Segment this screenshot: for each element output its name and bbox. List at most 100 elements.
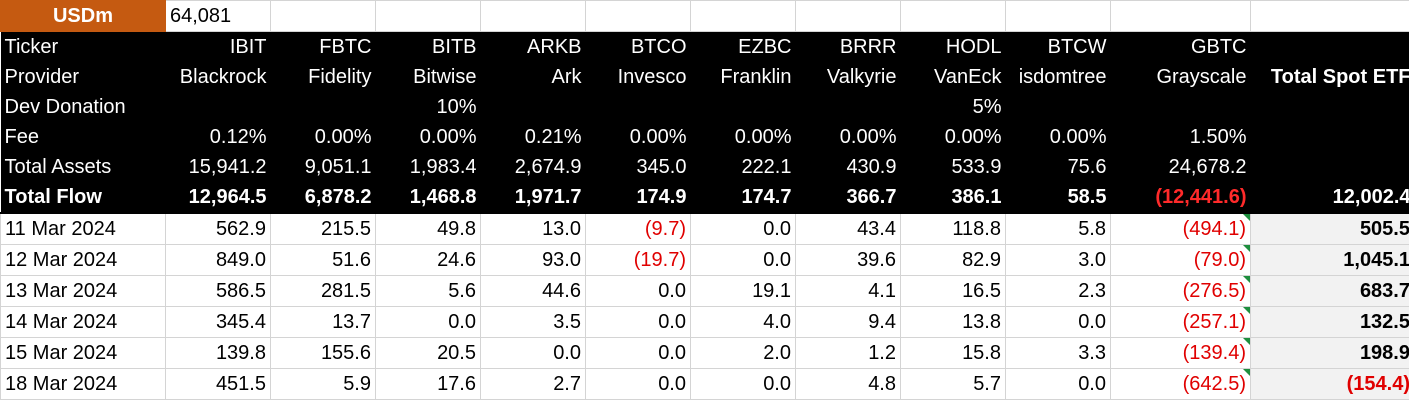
flow-value-cell[interactable]: 0.0 <box>690 244 796 276</box>
flow-value-cell[interactable]: 2.7 <box>480 368 586 400</box>
etf-ticker-cell[interactable]: BITB <box>375 31 481 62</box>
flow-value-cell[interactable]: 13.7 <box>270 306 376 338</box>
etf-fee-cell[interactable]: 0.00% <box>795 122 901 152</box>
empty-cell[interactable] <box>585 0 691 32</box>
daily-total-cell[interactable]: 1,045.1 <box>1250 244 1409 276</box>
date-cell[interactable]: 18 Mar 2024 <box>0 368 166 400</box>
flow-value-cell[interactable]: 139.8 <box>165 337 271 369</box>
date-cell[interactable]: 15 Mar 2024 <box>0 337 166 369</box>
flow-value-cell[interactable]: 82.9 <box>900 244 1006 276</box>
etf-flow-cell[interactable]: 12,964.5 <box>165 182 271 214</box>
flow-value-cell[interactable]: 5.9 <box>270 368 376 400</box>
flow-value-cell[interactable]: 13.0 <box>480 212 586 245</box>
daily-total-cell[interactable]: 505.5 <box>1250 212 1409 245</box>
etf-provider-cell[interactable]: Invesco <box>585 62 691 92</box>
empty-cell[interactable] <box>690 0 796 32</box>
flow-value-cell[interactable]: (494.1) <box>1110 212 1251 245</box>
flow-value-cell[interactable]: 0.0 <box>1005 368 1111 400</box>
flow-value-cell[interactable]: 4.1 <box>795 275 901 307</box>
etf-donation-cell[interactable] <box>1005 92 1111 122</box>
empty-cell[interactable] <box>270 0 376 32</box>
etf-provider-cell[interactable]: Valkyrie <box>795 62 901 92</box>
etf-provider-cell[interactable]: VanEck <box>900 62 1006 92</box>
etf-flow-cell[interactable]: 6,878.2 <box>270 182 376 214</box>
etf-flow-cell[interactable]: (12,441.6) <box>1110 182 1251 214</box>
flow-value-cell[interactable]: 49.8 <box>375 212 481 245</box>
flow-value-cell[interactable]: 44.6 <box>480 275 586 307</box>
etf-fee-cell[interactable]: 0.00% <box>690 122 796 152</box>
etf-ticker-cell[interactable]: EZBC <box>690 31 796 62</box>
flow-value-cell[interactable]: (257.1) <box>1110 306 1251 338</box>
flow-value-cell[interactable]: 281.5 <box>270 275 376 307</box>
flow-value-cell[interactable]: 19.1 <box>690 275 796 307</box>
flow-value-cell[interactable]: 155.6 <box>270 337 376 369</box>
currency-value-cell[interactable]: 64,081 <box>165 0 271 32</box>
empty-cell[interactable] <box>1250 122 1409 152</box>
total-spot-etf-cell[interactable]: Total Spot ETF <box>1250 62 1409 92</box>
flow-value-cell[interactable]: 215.5 <box>270 212 376 245</box>
empty-cell[interactable] <box>375 0 481 32</box>
flow-value-cell[interactable]: 13.8 <box>900 306 1006 338</box>
etf-ticker-cell[interactable]: FBTC <box>270 31 376 62</box>
etf-flow-cell[interactable]: 174.7 <box>690 182 796 214</box>
etf-provider-cell[interactable]: Ark <box>480 62 586 92</box>
etf-donation-cell[interactable] <box>480 92 586 122</box>
etf-provider-cell[interactable]: Fidelity <box>270 62 376 92</box>
total-spot-flow-cell[interactable]: 12,002.4 <box>1250 182 1409 214</box>
etf-assets-cell[interactable]: 2,674.9 <box>480 152 586 182</box>
etf-flow-cell[interactable]: 1,468.8 <box>375 182 481 214</box>
flow-value-cell[interactable]: (139.4) <box>1110 337 1251 369</box>
etf-flow-cell[interactable]: 58.5 <box>1005 182 1111 214</box>
etf-donation-cell[interactable] <box>690 92 796 122</box>
flow-value-cell[interactable]: 16.5 <box>900 275 1006 307</box>
etf-fee-cell[interactable]: 0.21% <box>480 122 586 152</box>
etf-provider-cell[interactable]: Grayscale <box>1110 62 1251 92</box>
etf-assets-cell[interactable]: 9,051.1 <box>270 152 376 182</box>
etf-ticker-cell[interactable]: HODL <box>900 31 1006 62</box>
flow-value-cell[interactable]: 0.0 <box>585 337 691 369</box>
daily-total-cell[interactable]: 198.9 <box>1250 337 1409 369</box>
flow-value-cell[interactable]: 3.3 <box>1005 337 1111 369</box>
etf-flow-cell[interactable]: 366.7 <box>795 182 901 214</box>
total-flow-label[interactable]: Total Flow <box>0 182 166 214</box>
flow-value-cell[interactable]: 9.4 <box>795 306 901 338</box>
etf-donation-cell[interactable]: 5% <box>900 92 1006 122</box>
flow-value-cell[interactable]: 451.5 <box>165 368 271 400</box>
etf-assets-cell[interactable]: 1,983.4 <box>375 152 481 182</box>
flow-value-cell[interactable]: 2.0 <box>690 337 796 369</box>
etf-fee-cell[interactable]: 0.00% <box>270 122 376 152</box>
flow-value-cell[interactable]: (79.0) <box>1110 244 1251 276</box>
etf-donation-cell[interactable]: 10% <box>375 92 481 122</box>
flow-value-cell[interactable]: (9.7) <box>585 212 691 245</box>
etf-donation-cell[interactable] <box>585 92 691 122</box>
flow-value-cell[interactable]: 3.5 <box>480 306 586 338</box>
etf-donation-cell[interactable] <box>1110 92 1251 122</box>
date-cell[interactable]: 14 Mar 2024 <box>0 306 166 338</box>
flow-value-cell[interactable]: 0.0 <box>690 368 796 400</box>
flow-value-cell[interactable]: 3.0 <box>1005 244 1111 276</box>
flow-value-cell[interactable]: 562.9 <box>165 212 271 245</box>
empty-cell[interactable] <box>1250 31 1409 62</box>
etf-flow-cell[interactable]: 386.1 <box>900 182 1006 214</box>
flow-value-cell[interactable]: 43.4 <box>795 212 901 245</box>
etf-fee-cell[interactable]: 0.12% <box>165 122 271 152</box>
flow-value-cell[interactable]: 5.8 <box>1005 212 1111 245</box>
empty-cell[interactable] <box>1250 0 1409 32</box>
total-assets-label[interactable]: Total Assets <box>0 152 166 182</box>
etf-flow-cell[interactable]: 1,971.7 <box>480 182 586 214</box>
flow-value-cell[interactable]: 17.6 <box>375 368 481 400</box>
flow-value-cell[interactable]: 0.0 <box>1005 306 1111 338</box>
flow-value-cell[interactable]: 0.0 <box>585 275 691 307</box>
etf-fee-cell[interactable]: 1.50% <box>1110 122 1251 152</box>
empty-cell[interactable] <box>795 0 901 32</box>
empty-cell[interactable] <box>1110 0 1251 32</box>
flow-value-cell[interactable]: 5.6 <box>375 275 481 307</box>
date-cell[interactable]: 12 Mar 2024 <box>0 244 166 276</box>
etf-provider-cell[interactable]: Blackrock <box>165 62 271 92</box>
flow-value-cell[interactable]: 2.3 <box>1005 275 1111 307</box>
dev-donation-label[interactable]: Dev Donation <box>0 92 166 122</box>
etf-provider-cell[interactable]: Franklin <box>690 62 796 92</box>
etf-assets-cell[interactable]: 345.0 <box>585 152 691 182</box>
empty-cell[interactable] <box>900 0 1006 32</box>
flow-value-cell[interactable]: 849.0 <box>165 244 271 276</box>
